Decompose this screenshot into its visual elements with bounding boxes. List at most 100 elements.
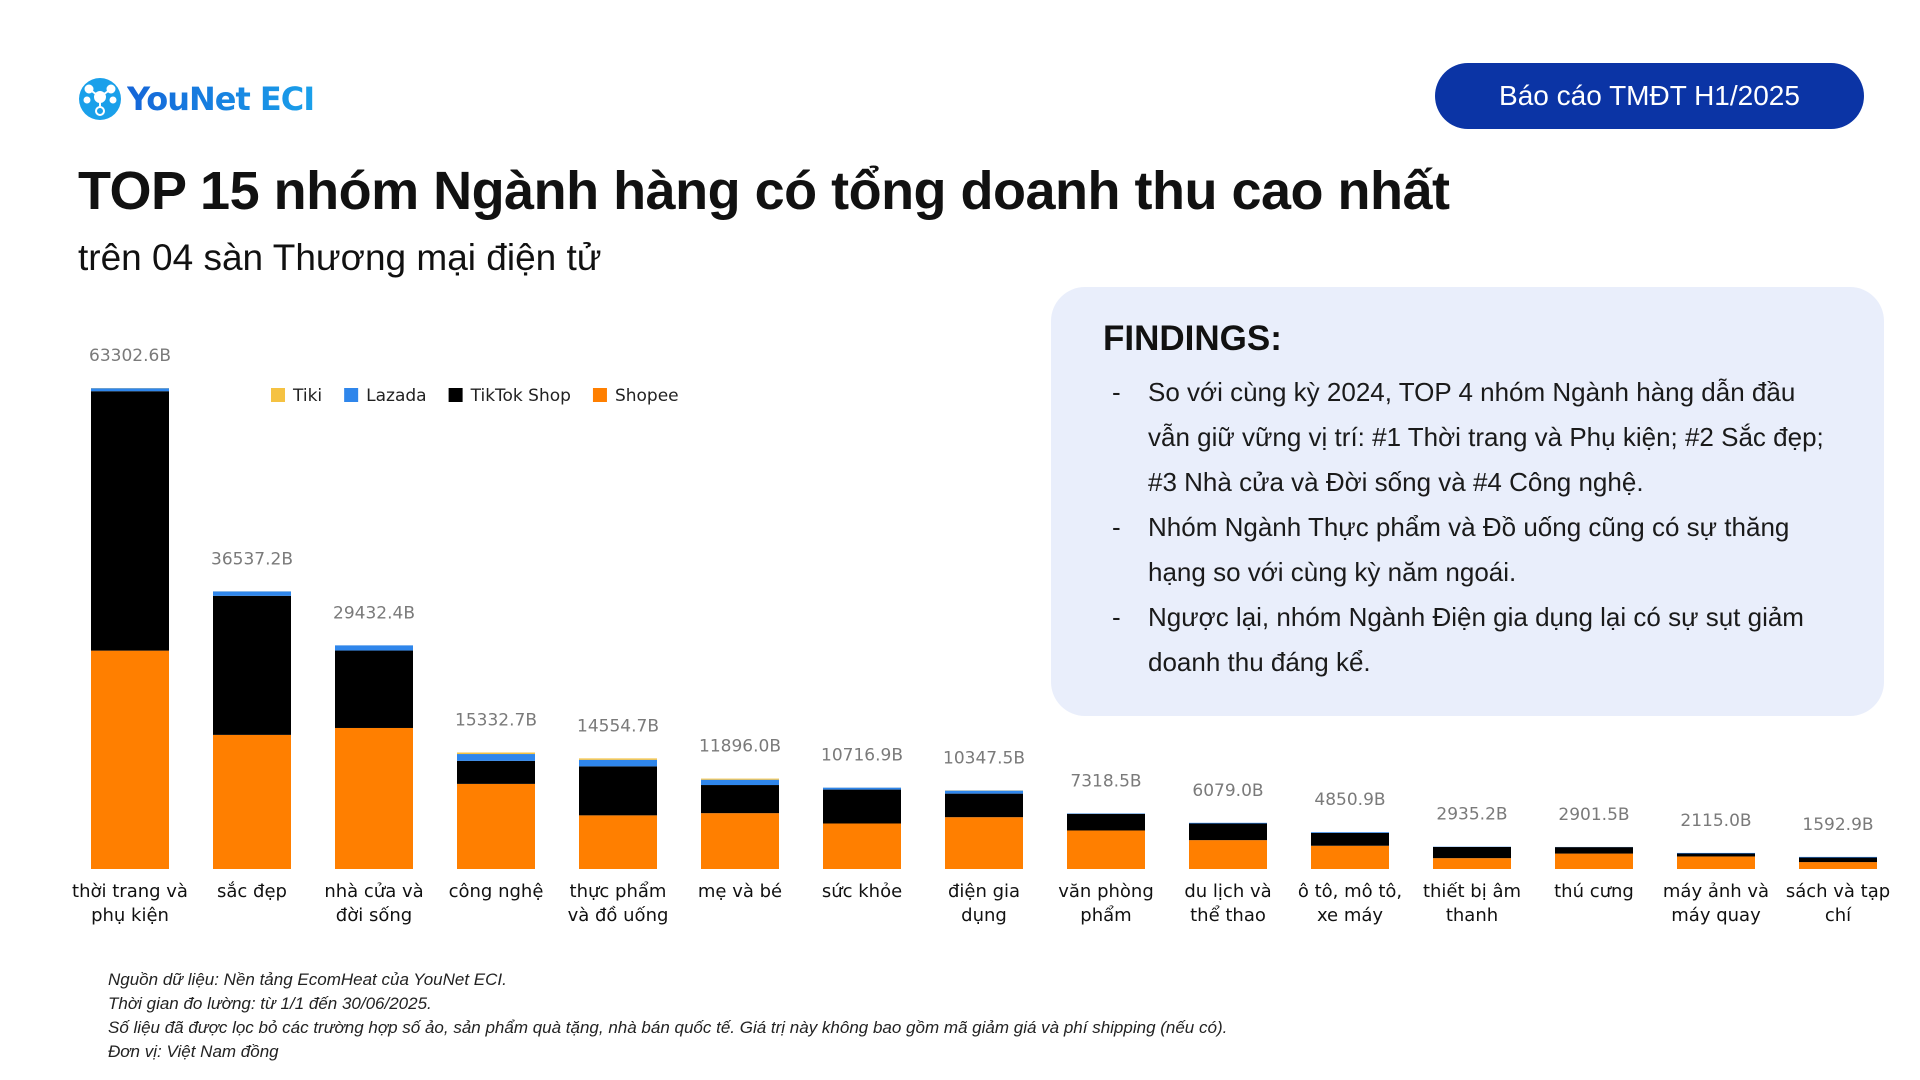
category-label: thực phẩm [570,881,667,902]
footer-unit: Đơn vị: Việt Nam đồng [108,1042,279,1061]
category-label: ô tô, mô tô, [1298,881,1402,902]
bar-segment-lazada [1189,822,1267,824]
category-label: xe máy [1317,905,1383,926]
bar-total-label: 1592.9B [1802,815,1873,835]
bar-segment-tiktok-shop [91,391,169,651]
bar-segment-shopee [945,817,1023,869]
bar-segment-lazada [213,591,291,596]
category-label: thiết bị âm [1423,881,1521,902]
page-title: TOP 15 nhóm Ngành hàng có tổng doanh thu… [78,161,1450,221]
bar-total-label: 10347.5B [943,748,1025,768]
bar-total-label: 11896.0B [699,737,781,757]
legend-swatch [448,388,463,402]
bullet-dash: - [1112,602,1121,632]
finding-item: - So với cùng kỳ 2024, TOP 4 nhóm Ngành h… [1103,370,1843,505]
footer-period: Thời gian đo lường: từ 1/1 đến 30/06/202… [108,994,432,1013]
bar-segment-tiktok-shop [335,650,413,728]
bullet-dash: - [1112,512,1121,542]
finding-item: - Nhóm Ngành Thực phẩm và Đồ uống cũng có… [1103,505,1843,595]
category-label: thanh [1446,905,1498,926]
finding-text: Nhóm Ngành Thực phẩm và Đồ uống cũng có … [1148,512,1790,587]
bar-segment-shopee [1189,840,1267,869]
bar-segment-tiki [701,778,779,780]
bar-segment-tiktok-shop [1555,847,1633,854]
legend-swatch [271,388,285,402]
bar-segment-lazada [579,759,657,767]
legend-label: Tiki [292,386,322,406]
finding-item: - Ngược lại, nhóm Ngành Điện gia dụng lại… [1103,595,1843,685]
bar-total-label: 14554.7B [577,716,659,736]
bar-total-label: 4850.9B [1314,790,1385,810]
bar-segment-shopee [823,823,901,869]
category-label: điện gia [948,881,1020,902]
bar-segment-tiktok-shop [1311,832,1389,846]
bar-total-label: 10716.9B [821,746,903,766]
category-label: du lịch và [1184,881,1271,902]
bar-segment-shopee [1311,845,1389,869]
category-label: phẩm [1080,905,1131,926]
bar-total-label: 36537.2B [211,549,293,569]
bar-segment-shopee [213,734,291,869]
bar-segment-tiktok-shop [213,595,291,735]
bar-segment-lazada [335,645,413,651]
category-label: và đồ uống [568,905,669,926]
findings-list: - So với cùng kỳ 2024, TOP 4 nhóm Ngành h… [1103,370,1843,685]
bar-segment-lazada [701,779,779,786]
category-label: sắc đẹp [217,881,287,902]
bar-segment-lazada [457,754,535,761]
category-label: dụng [961,905,1007,926]
bar-segment-shopee [701,813,779,869]
bar-segment-lazada [1799,856,1877,858]
bar-segment-tiktok-shop [823,789,901,824]
younet-eci-logo: YouNet ECI [79,78,315,120]
category-label: thú cưng [1554,881,1634,902]
bar-segment-tiki [457,752,535,755]
category-label: chí [1825,905,1852,926]
category-label: mẹ và bé [698,881,782,902]
bullet-dash: - [1112,377,1121,407]
category-label: nhà cửa và [324,881,423,902]
bar-segment-shopee [1067,830,1145,869]
network-icon [79,78,121,120]
category-label: thời trang và [72,881,188,902]
page-subtitle: trên 04 sàn Thương mại điện tử [78,237,602,278]
category-label: công nghệ [449,881,544,902]
legend-label: Lazada [366,386,426,406]
logo-text: YouNet ECI [127,80,315,118]
footer-source: Nguồn dữ liệu: Nền tảng EcomHeat của You… [108,970,507,989]
bar-total-label: 29432.4B [333,603,415,623]
bar-segment-lazada [1311,832,1389,833]
legend-swatch [592,388,607,402]
bar-segment-tiktok-shop [945,793,1023,818]
bar-segment-tiktok-shop [1677,853,1755,857]
bar-segment-lazada [823,787,901,790]
bar-segment-tiktok-shop [1799,857,1877,863]
findings-panel: FINDINGS: - So với cùng kỳ 2024, TOP 4 nh… [1051,287,1884,716]
bar-segment-tiktok-shop [1067,813,1145,831]
bar-total-label: 2901.5B [1558,805,1629,825]
bar-total-label: 15332.7B [455,710,537,730]
category-label: thể thao [1190,905,1266,926]
finding-text: So với cùng kỳ 2024, TOP 4 nhóm Ngành hà… [1148,377,1824,497]
bar-segment-shopee [1677,856,1755,869]
category-label: máy quay [1671,905,1761,926]
bar-total-label: 7318.5B [1070,771,1141,791]
bar-segment-shopee [335,727,413,869]
bar-segment-tiktok-shop [1433,846,1511,859]
bar-segment-shopee [91,650,169,869]
bar-segment-lazada [91,388,169,392]
findings-heading: FINDINGS: [1103,319,1282,358]
legend-label: Shopee [615,386,679,406]
category-label: văn phòng [1058,881,1154,902]
bar-segment-lazada [1677,852,1755,854]
report-button[interactable]: Báo cáo TMĐT H1/2025 [1435,63,1864,129]
legend-swatch [344,388,359,402]
legend-label: TikTok Shop [470,386,571,406]
category-label: sách và tạp [1786,881,1890,902]
bar-segment-tiktok-shop [457,760,535,784]
category-label: phụ kiện [91,905,169,926]
bar-segment-tiki [579,758,657,760]
bar-total-label: 2935.2B [1436,805,1507,825]
category-label: máy ảnh và [1663,881,1769,902]
category-label: đời sống [336,905,412,926]
